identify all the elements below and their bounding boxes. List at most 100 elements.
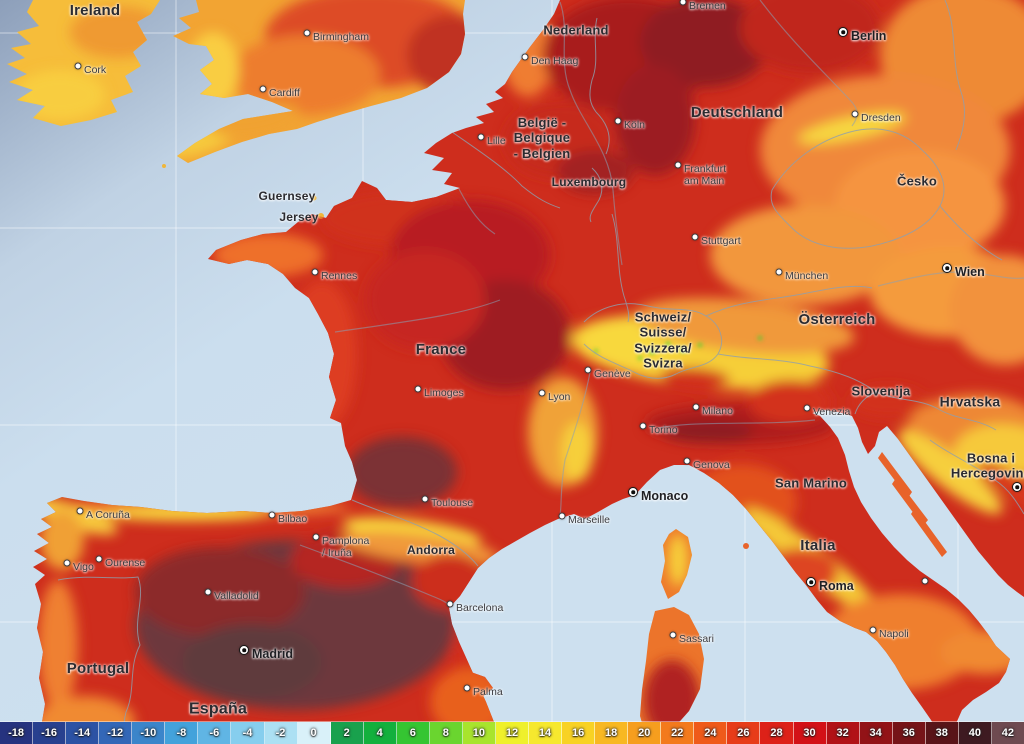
city-label: München <box>785 270 829 282</box>
legend-cell--14: -14 <box>66 722 100 744</box>
capital-city-dot-icon <box>1012 482 1022 492</box>
city-dot-icon <box>312 533 320 541</box>
city-dot-icon <box>692 403 700 411</box>
legend-cell-0: 0 <box>297 722 331 744</box>
country-label-cesko: Česko <box>896 173 938 189</box>
legend-value: 8 <box>442 727 449 739</box>
city-label: Bremen <box>689 0 726 12</box>
city-label: Genève <box>594 368 631 380</box>
legend-value: -2 <box>275 727 286 739</box>
city-label: Sassari <box>679 633 715 645</box>
legend-value: 18 <box>605 727 618 739</box>
country-label-portugal: Portugal <box>66 660 130 678</box>
city-label: Wien <box>955 265 985 279</box>
legend-cell-38: 38 <box>925 722 959 744</box>
city-label: Torino <box>649 424 678 436</box>
legend-value: -6 <box>209 727 220 739</box>
legend-cell-42: 42 <box>991 722 1024 744</box>
city-dot-icon <box>421 495 429 503</box>
country-label-slovenija: Slovenija <box>851 383 911 399</box>
alpine-green-specks <box>594 336 762 360</box>
country-label-belgie-belgique-belgien: België - Belgique - Belgien <box>513 115 571 161</box>
city-dot-icon <box>463 684 471 692</box>
capital-city-dot-icon <box>239 645 249 655</box>
country-label-bosna-i-hercegovina: Bosna i Hercegovina <box>950 450 1024 481</box>
city-dot-icon <box>921 577 929 585</box>
legend-value: 0 <box>310 727 317 739</box>
legend-value: 30 <box>803 727 816 739</box>
island-guernsey <box>311 195 317 201</box>
city-dot-icon <box>584 366 592 374</box>
city-dot-icon <box>869 626 877 634</box>
city-dot-icon <box>538 389 546 397</box>
city-dot-icon <box>803 404 811 412</box>
city-dot-icon <box>683 457 691 465</box>
city-label: Köln <box>624 119 646 131</box>
legend-cell--4: -4 <box>231 722 265 744</box>
city-label: Den Haag <box>531 55 579 67</box>
land-croatian-islands <box>878 452 947 557</box>
city-label: Ourense <box>105 557 146 569</box>
legend-cell-28: 28 <box>760 722 794 744</box>
country-label-jersey: Jersey <box>279 209 319 224</box>
city-label: Palma <box>473 686 503 698</box>
city-dot-icon <box>614 117 622 125</box>
city-label: Madrid <box>252 647 293 661</box>
country-label-luxembourg: Luxembourg <box>551 174 627 189</box>
city-label: Lille <box>487 135 506 147</box>
country-label-hrvatska: Hrvatska <box>939 393 1001 410</box>
city-dot-icon <box>775 268 783 276</box>
capital-city-dot-icon <box>628 487 638 497</box>
legend-value: 14 <box>538 727 552 739</box>
city-label: Bilbao <box>278 513 308 525</box>
city-dot-icon <box>414 385 422 393</box>
legend-value: 24 <box>704 727 717 739</box>
legend-value: 20 <box>638 727 651 739</box>
legend-value: 26 <box>737 727 750 739</box>
legend-value: -14 <box>74 727 91 739</box>
city-label: Monaco <box>641 489 689 503</box>
legend-cell-10: 10 <box>462 722 496 744</box>
legend-cell-8: 8 <box>429 722 463 744</box>
city-dot-icon <box>95 555 103 563</box>
city-dot-icon <box>639 422 647 430</box>
legend-cell--6: -6 <box>198 722 232 744</box>
legend-cell--16: -16 <box>33 722 67 744</box>
city-label: Rennes <box>321 270 358 282</box>
city-label: Cork <box>84 64 107 76</box>
city-dot-icon <box>74 62 82 70</box>
legend-value: 36 <box>902 727 915 739</box>
city-label: Toulouse <box>431 497 474 509</box>
city-label: Cardiff <box>269 87 300 99</box>
legend-cell--8: -8 <box>165 722 199 744</box>
legend-value: 32 <box>836 727 849 739</box>
country-label-schweiz: Schweiz/Suisse/Svizzera/Svizra <box>634 309 692 371</box>
capital-city-dot-icon <box>806 577 816 587</box>
city-label: Pamplona / Iruña <box>322 535 370 559</box>
city-label: Limoges <box>424 387 464 399</box>
capital-city-dot-icon <box>838 27 848 37</box>
city-label: Genova <box>693 459 730 471</box>
city-dot-icon <box>521 53 529 61</box>
country-label-oesterreich: Österreich <box>798 311 876 329</box>
legend-value: -12 <box>107 727 124 739</box>
city-dot-icon <box>851 110 859 118</box>
legend-cell--10: -10 <box>132 722 166 744</box>
city-dot-icon <box>477 133 485 141</box>
country-label-andorra: Andorra <box>406 542 456 557</box>
legend-cell-6: 6 <box>396 722 430 744</box>
legend-value: 22 <box>671 727 684 739</box>
city-dot-icon <box>303 29 311 37</box>
legend-value: 34 <box>869 727 882 739</box>
country-label-italia: Italia <box>800 537 836 555</box>
legend-value: 16 <box>571 727 585 739</box>
city-dot-icon <box>76 507 84 515</box>
city-label: Lyon <box>548 391 571 403</box>
legend-cell-34: 34 <box>859 722 893 744</box>
legend-cell-36: 36 <box>892 722 926 744</box>
legend-cell-18: 18 <box>595 722 629 744</box>
city-label: Birmingham <box>313 31 370 43</box>
legend-value: 10 <box>472 727 486 739</box>
